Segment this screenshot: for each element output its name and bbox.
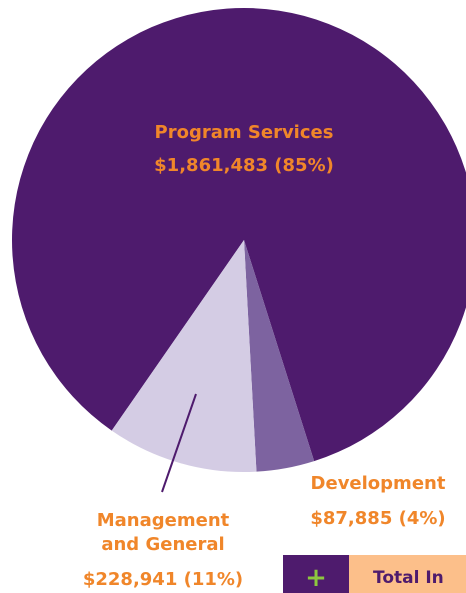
button-icon[interactable]: + (283, 555, 349, 593)
pie-slice (111, 240, 257, 472)
button-label[interactable]: Total In (349, 555, 466, 593)
slice-name: Development (310, 473, 446, 494)
slice-label: Management and General $228,941 (11%) (68, 509, 258, 592)
slice-label: Development $87,885 (4%) (288, 472, 466, 531)
slice-label: Program Services $1,861,483 (85%) (114, 121, 374, 178)
slice-name: Management and General (96, 510, 230, 555)
slice-value: $87,885 (4%) (310, 508, 446, 529)
pie-slice (244, 240, 315, 472)
slice-name: Program Services (154, 122, 334, 143)
pie-slice (12, 8, 466, 462)
slice-value: $228,941 (11%) (82, 569, 244, 590)
leader-line (161, 393, 197, 493)
slice-value: $1,861,483 (85%) (154, 155, 334, 176)
